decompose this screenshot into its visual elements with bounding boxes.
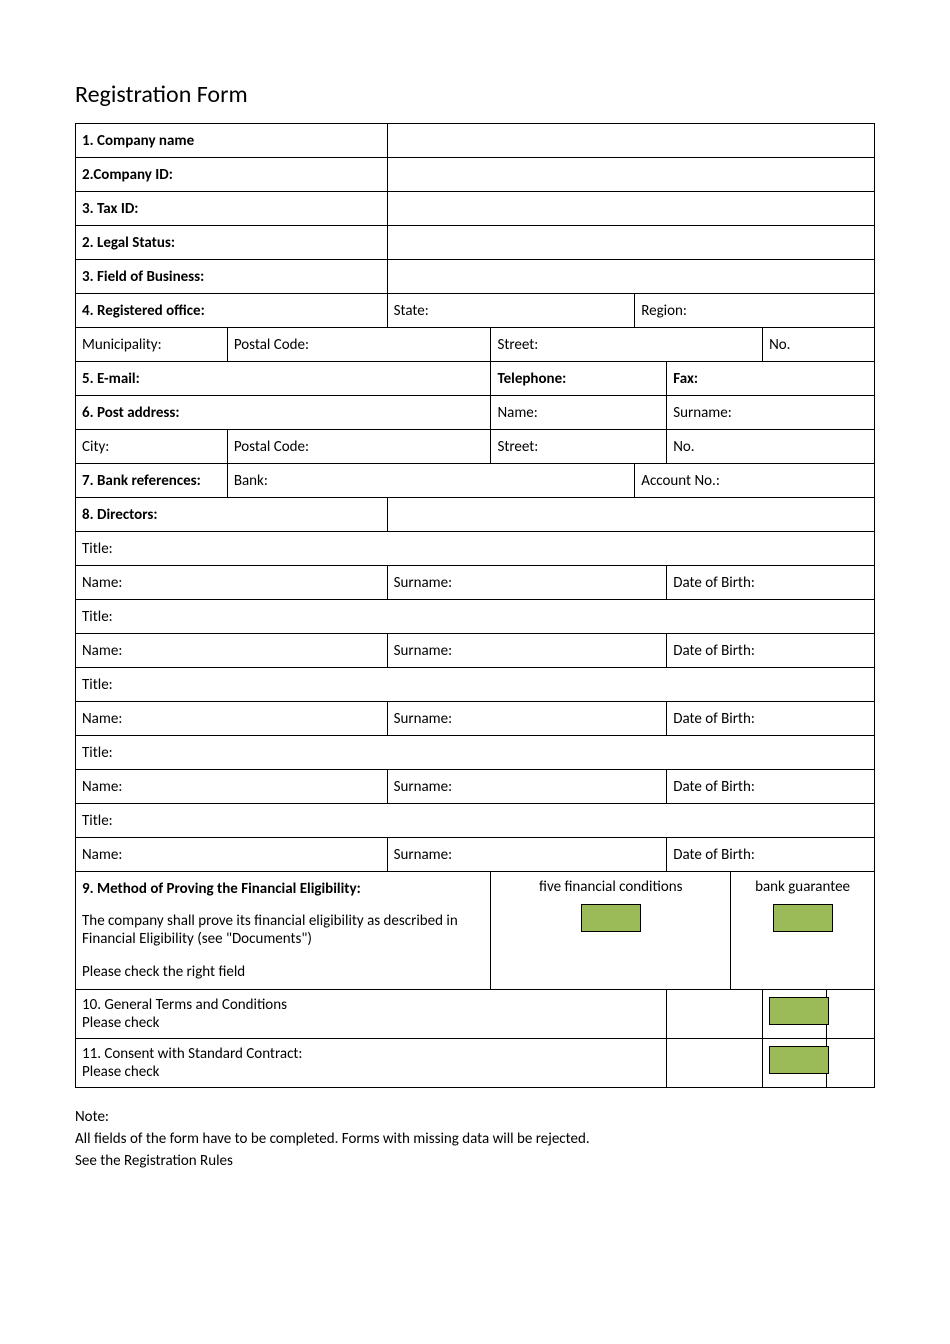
gtc-spacer-left (667, 989, 763, 1038)
label-street-2: Street: (491, 430, 667, 464)
label-bank-guarantee: bank guarantee (737, 878, 868, 896)
label-telephone: Telephone: (491, 362, 667, 396)
label-post-surname: Surname: (667, 396, 875, 430)
gtc-checkbox-cell (763, 989, 827, 1038)
label-title-3: Title: (76, 668, 875, 702)
label-street-1: Street: (491, 328, 763, 362)
label-dob-3: Date of Birth: (667, 702, 875, 736)
label-no-2: No. (667, 430, 875, 464)
label-name-5: Name: (76, 838, 388, 872)
label-municipality: Municipality: (76, 328, 228, 362)
label-region: Region: (635, 294, 875, 328)
label-five-fin: five financial conditions (497, 878, 724, 896)
label-please-check-consent: Please check (82, 1063, 159, 1081)
label-email: 5. E-mail: (76, 362, 491, 396)
label-postal-code-1: Postal Code: (227, 328, 491, 362)
label-city: City: (76, 430, 228, 464)
label-field-business: 3. Field of Business: (76, 260, 388, 294)
field-legal-status[interactable] (387, 226, 874, 260)
label-name-1: Name: (76, 566, 388, 600)
label-name-4: Name: (76, 770, 388, 804)
post-address-text: 6. Post address: (82, 404, 180, 422)
label-dob-1: Date of Birth: (667, 566, 875, 600)
field-company-id[interactable] (387, 158, 874, 192)
row-gtc: 10. General Terms and Conditions Please … (76, 989, 667, 1038)
eligibility-option-five: five financial conditions (491, 872, 731, 990)
label-eligibility-head: 9. Method of Proving the Financial Eligi… (76, 872, 491, 906)
label-title-1: Title: (76, 532, 875, 566)
label-surname-2: Surname: (387, 634, 667, 668)
label-company-name: 1. Company name (76, 124, 388, 158)
label-fax: Fax: (667, 362, 875, 396)
registration-form: 1. Company name 2.Company ID: 3. Tax ID:… (75, 123, 875, 1088)
label-name-3: Name: (76, 702, 388, 736)
label-dob-2: Date of Birth: (667, 634, 875, 668)
checkbox-consent[interactable] (769, 1046, 829, 1074)
label-surname-1: Surname: (387, 566, 667, 600)
label-bank: Bank: (227, 464, 634, 498)
label-registered-office: 4. Registered office: (76, 294, 388, 328)
label-title-5: Title: (76, 804, 875, 838)
label-postal-code-2: Postal Code: (227, 430, 491, 464)
label-bank-refs: 7. Bank references: (76, 464, 228, 498)
label-legal-status: 2. Legal Status: (76, 226, 388, 260)
consent-spacer-right (826, 1038, 874, 1087)
label-surname-5: Surname: (387, 838, 667, 872)
label-surname-4: Surname: (387, 770, 667, 804)
checkbox-gtc[interactable] (769, 997, 829, 1025)
row-consent: 11. Consent with Standard Contract: Plea… (76, 1038, 667, 1087)
label-dob-4: Date of Birth: (667, 770, 875, 804)
checkbox-five-fin[interactable] (581, 904, 641, 932)
label-name-2: Name: (76, 634, 388, 668)
note-line-1: All fields of the form have to be comple… (75, 1130, 875, 1148)
field-field-business[interactable] (387, 260, 874, 294)
label-title-4: Title: (76, 736, 875, 770)
consent-checkbox-cell (763, 1038, 827, 1087)
note-head: Note: (75, 1108, 875, 1126)
field-tax-id[interactable] (387, 192, 874, 226)
label-gtc: 10. General Terms and Conditions (82, 996, 287, 1014)
consent-spacer-left (667, 1038, 763, 1087)
label-eligibility-desc: The company shall prove its financial el… (76, 906, 491, 956)
checkbox-bank-guarantee[interactable] (773, 904, 833, 932)
label-account-no: Account No.: (635, 464, 875, 498)
label-no-1: No. (763, 328, 875, 362)
label-tax-id: 3. Tax ID: (76, 192, 388, 226)
label-consent: 11. Consent with Standard Contract: (82, 1045, 302, 1063)
label-please-check-right: Please check the right field (76, 955, 491, 989)
label-post-name: Name: (491, 396, 667, 430)
page-title: Registration Form (75, 80, 875, 109)
label-post-address: 6. Post address: (76, 396, 491, 430)
label-state: State: (387, 294, 635, 328)
gtc-spacer-right (826, 989, 874, 1038)
label-directors: 8. Directors: (76, 498, 388, 532)
label-company-id: 2.Company ID: (76, 158, 388, 192)
note-line-2: See the Registration Rules (75, 1152, 875, 1170)
field-company-name[interactable] (387, 124, 874, 158)
notes-section: Note: All fields of the form have to be … (75, 1108, 875, 1170)
label-dob-5: Date of Birth: (667, 838, 875, 872)
label-please-check-gtc: Please check (82, 1014, 159, 1032)
field-directors[interactable] (387, 498, 874, 532)
label-surname-3: Surname: (387, 702, 667, 736)
eligibility-option-bank: bank guarantee (731, 872, 875, 990)
label-title-2: Title: (76, 600, 875, 634)
